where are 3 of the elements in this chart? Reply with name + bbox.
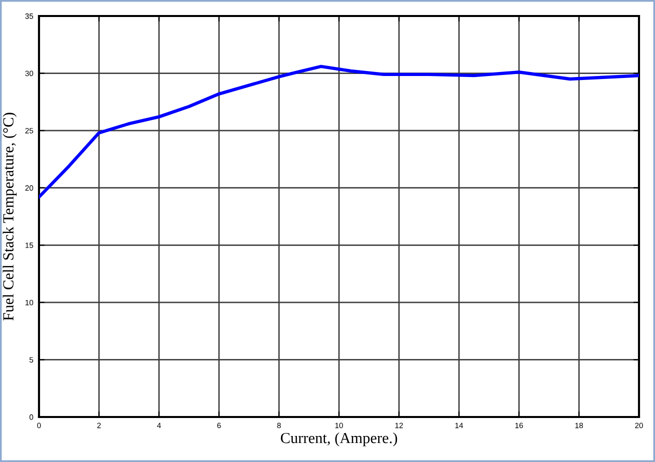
- line-series: [39, 64, 639, 199]
- y-axis-title: Fuel Cell Stack Temperature, (°C): [2, 112, 17, 320]
- x-axis-title: Current, (Ampere.): [280, 432, 398, 446]
